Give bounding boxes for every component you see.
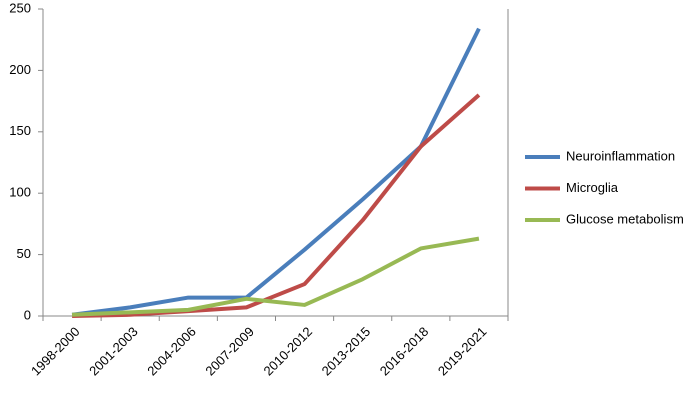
x-tick-label: 2001-2003 [86,324,141,379]
x-tick-label: 2013-2015 [319,324,374,379]
line [71,236,480,317]
line [71,27,481,317]
x-tick-label: 2007-2009 [202,324,257,379]
x-tick-label: 2010-2012 [261,324,316,379]
y-tick-label: 200 [9,62,31,77]
x-tick-label: 2004-2006 [144,324,199,379]
x-tick-label: 2019-2021 [435,324,490,379]
y-tick-label: 50 [17,246,31,261]
x-tick-label: 1998-2000 [28,324,83,379]
y-tick-label: 100 [9,185,31,200]
legend-label: Neuroinflammation [566,148,675,163]
legend-label: Glucose metabolism [566,211,684,226]
legend-label: Microglia [566,180,619,195]
y-tick-label: 250 [9,0,31,15]
line [72,93,481,318]
y-tick-label: 150 [9,123,31,138]
x-tick-label: 2016-2018 [377,324,432,379]
y-tick-label: 0 [24,307,31,322]
